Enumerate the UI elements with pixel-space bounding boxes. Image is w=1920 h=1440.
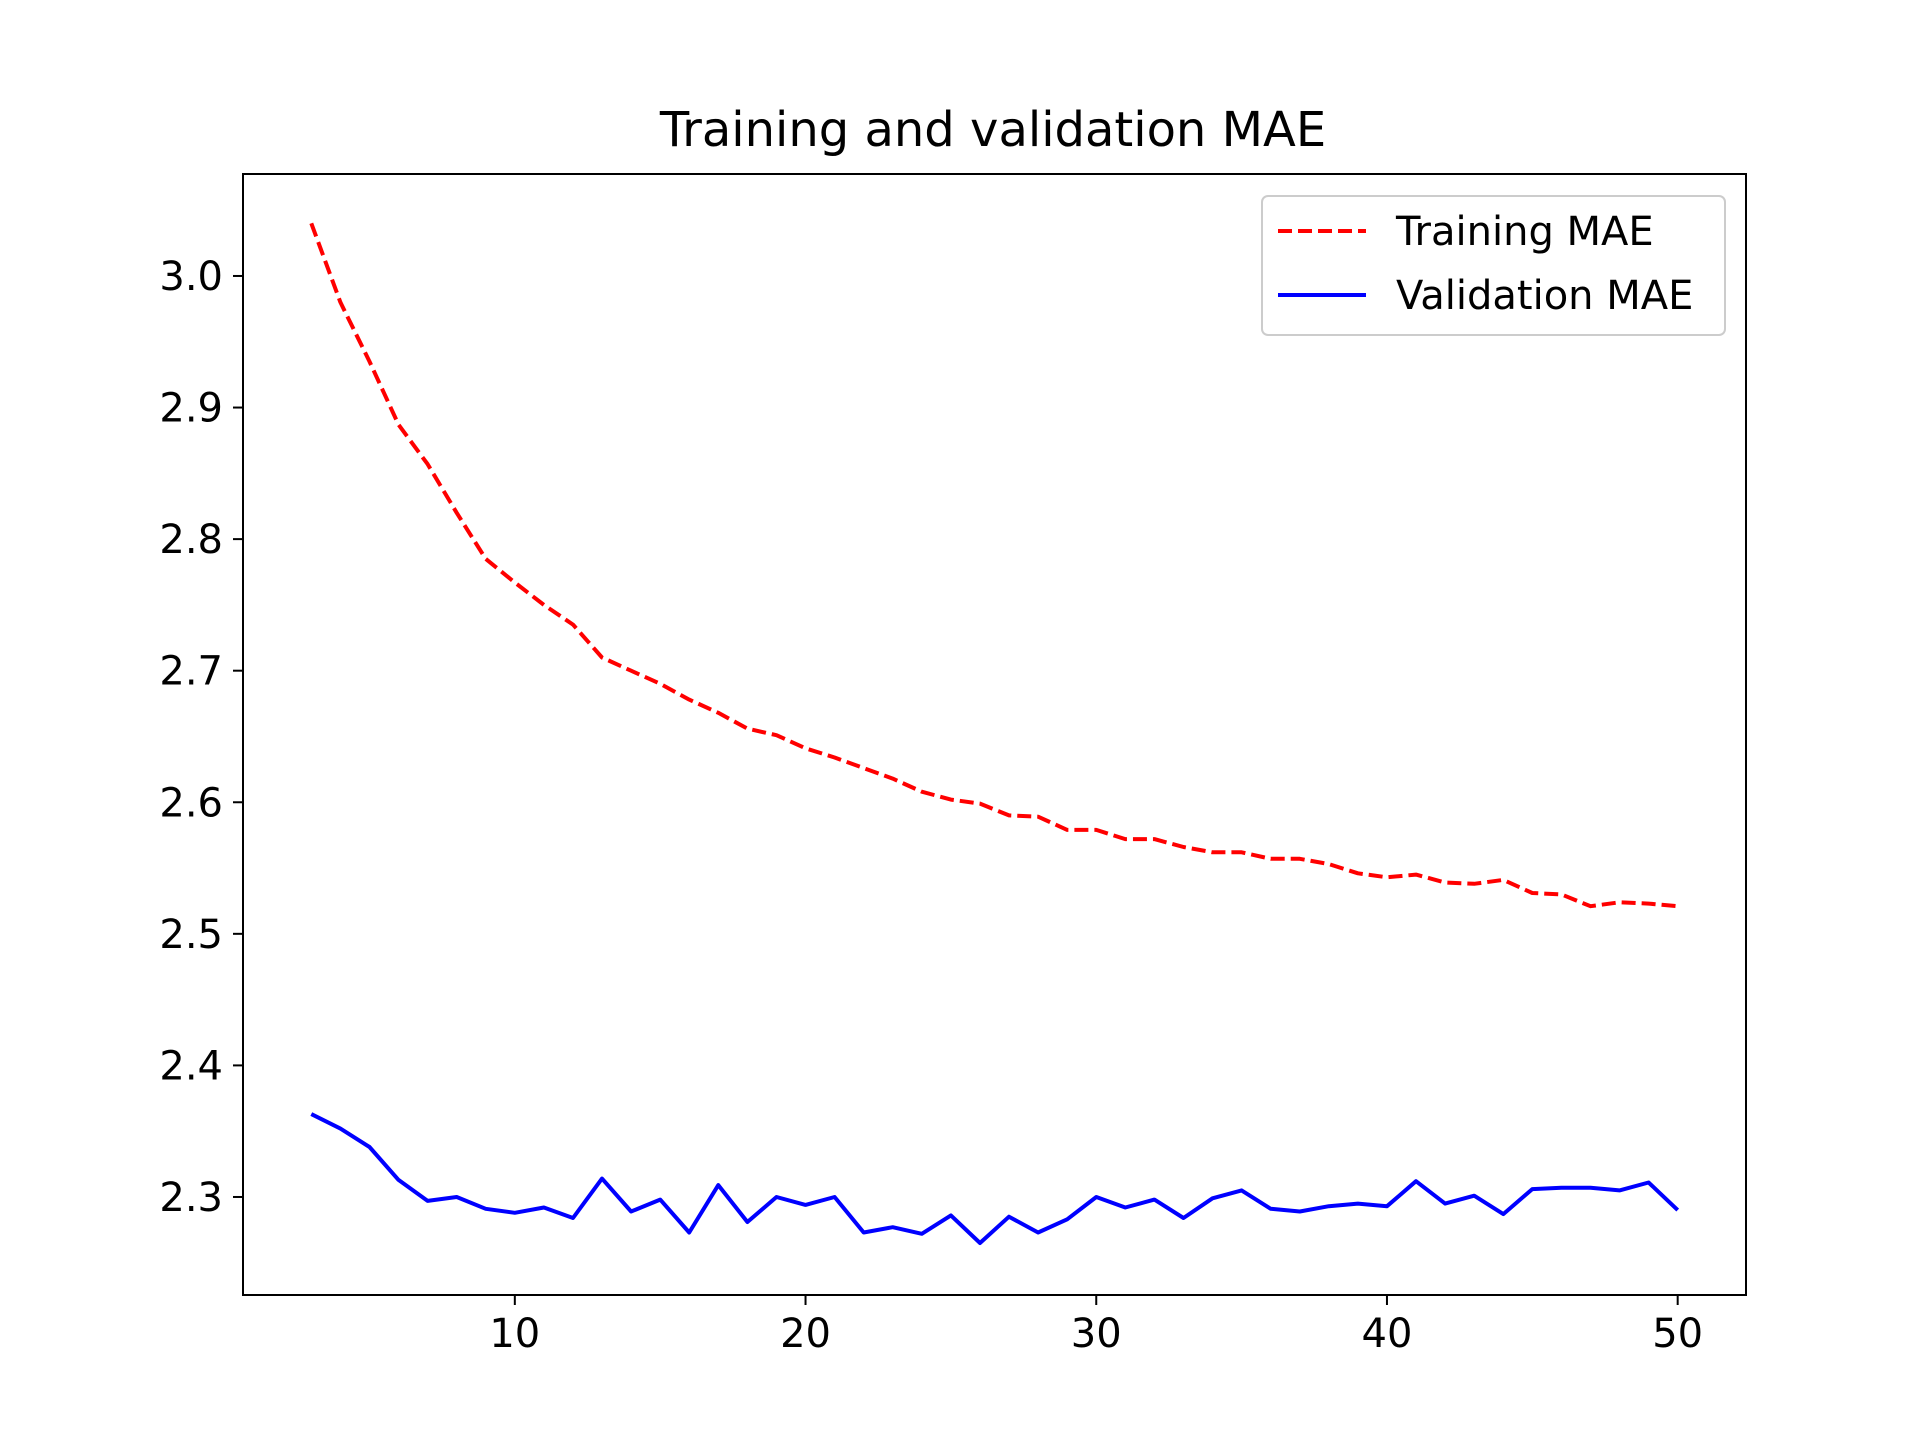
- plot-frame: [242, 173, 1747, 1296]
- x-tick-label: 10: [489, 1311, 540, 1357]
- x-axis: 10 20 30 40 50: [489, 1295, 1703, 1357]
- y-tick-label: 3.0: [159, 254, 223, 300]
- y-tick-label: 2.9: [159, 386, 223, 432]
- y-axis: 2.3 2.4 2.5 2.6 2.7 2.8 2.9 3.0: [159, 254, 243, 1221]
- x-tick-label: 40: [1362, 1311, 1413, 1357]
- y-tick-label: 2.5: [159, 912, 223, 958]
- x-tick-label: 50: [1652, 1311, 1703, 1357]
- y-tick-label: 2.8: [159, 517, 223, 563]
- y-tick-label: 2.3: [159, 1175, 223, 1221]
- legend-label-training: Training MAE: [1395, 209, 1654, 255]
- series-layer: [309, 222, 1680, 1245]
- y-tick-label: 2.7: [159, 649, 223, 695]
- legend: Training MAE Validation MAE: [1261, 195, 1726, 336]
- y-tick-label: 2.4: [159, 1043, 223, 1089]
- x-tick-label: 30: [1071, 1311, 1122, 1357]
- chart-title: Training and validation MAE: [659, 102, 1326, 158]
- series-line-validation-mae: [310, 1112, 1680, 1245]
- legend-label-validation: Validation MAE: [1396, 273, 1693, 319]
- x-tick-label: 20: [780, 1311, 831, 1357]
- legend-box: [1261, 195, 1726, 336]
- y-tick-label: 2.6: [159, 780, 223, 826]
- series-line-training-mae: [309, 222, 1678, 909]
